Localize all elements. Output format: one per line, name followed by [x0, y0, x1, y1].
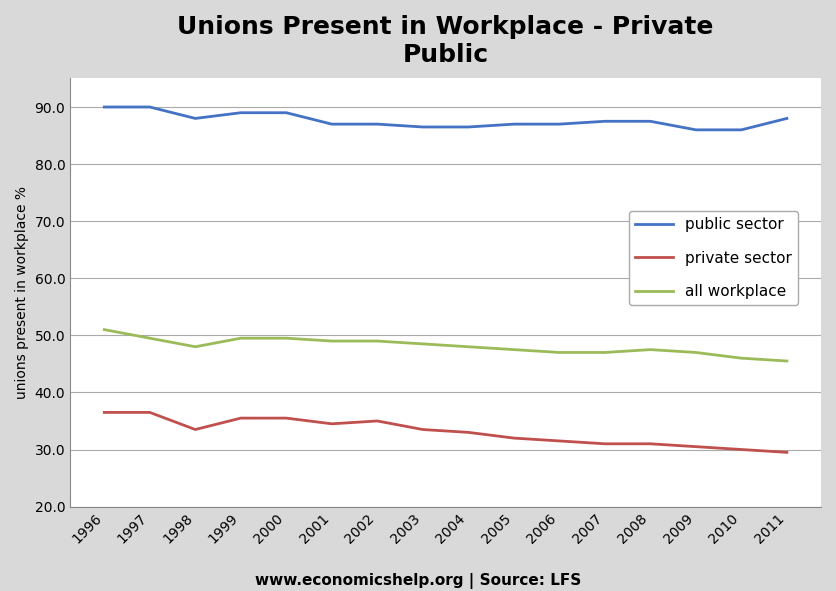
Title: Unions Present in Workplace - Private
Public: Unions Present in Workplace - Private Pu… [177, 15, 714, 67]
private sector [191, 426, 201, 433]
private sector [600, 440, 610, 447]
public sector [782, 115, 792, 122]
private sector [281, 414, 291, 421]
all workplace [327, 337, 337, 345]
public sector [145, 103, 155, 111]
private sector [645, 440, 655, 447]
private sector [236, 414, 246, 421]
public sector [327, 121, 337, 128]
Legend: public sector, private sector, all workplace: public sector, private sector, all workp… [629, 212, 798, 305]
public sector [737, 126, 747, 134]
Line: all workplace: all workplace [104, 330, 787, 361]
all workplace [782, 358, 792, 365]
public sector [600, 118, 610, 125]
all workplace [645, 346, 655, 353]
all workplace [236, 335, 246, 342]
private sector [372, 417, 382, 424]
all workplace [191, 343, 201, 350]
all workplace [509, 346, 519, 353]
private sector [782, 449, 792, 456]
public sector [191, 115, 201, 122]
Line: private sector: private sector [104, 413, 787, 452]
public sector [509, 121, 519, 128]
public sector [281, 109, 291, 116]
public sector [645, 118, 655, 125]
all workplace [737, 355, 747, 362]
all workplace [554, 349, 564, 356]
Line: public sector: public sector [104, 107, 787, 130]
public sector [554, 121, 564, 128]
private sector [509, 434, 519, 441]
Y-axis label: unions present in workplace %: unions present in workplace % [15, 186, 29, 399]
public sector [418, 124, 428, 131]
all workplace [463, 343, 473, 350]
private sector [737, 446, 747, 453]
private sector [554, 437, 564, 444]
public sector [372, 121, 382, 128]
private sector [691, 443, 701, 450]
private sector [99, 409, 110, 416]
all workplace [691, 349, 701, 356]
private sector [145, 409, 155, 416]
private sector [418, 426, 428, 433]
private sector [327, 420, 337, 427]
private sector [463, 429, 473, 436]
public sector [463, 124, 473, 131]
all workplace [145, 335, 155, 342]
all workplace [281, 335, 291, 342]
all workplace [600, 349, 610, 356]
all workplace [372, 337, 382, 345]
public sector [99, 103, 110, 111]
all workplace [418, 340, 428, 348]
public sector [236, 109, 246, 116]
public sector [691, 126, 701, 134]
Text: www.economicshelp.org | Source: LFS: www.economicshelp.org | Source: LFS [255, 573, 581, 589]
all workplace [99, 326, 110, 333]
